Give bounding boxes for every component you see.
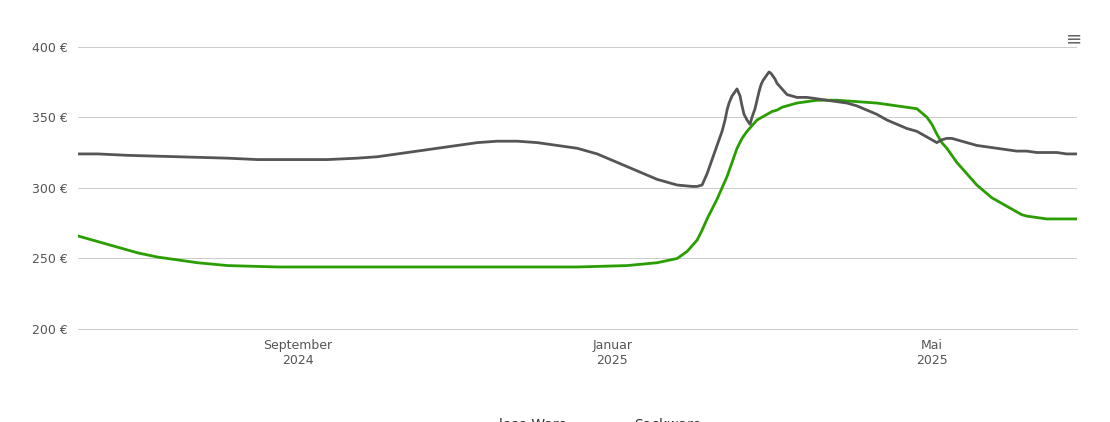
Text: ≡: ≡ [1066,30,1082,49]
Legend: lose Ware, Sackware: lose Ware, Sackware [448,413,706,422]
